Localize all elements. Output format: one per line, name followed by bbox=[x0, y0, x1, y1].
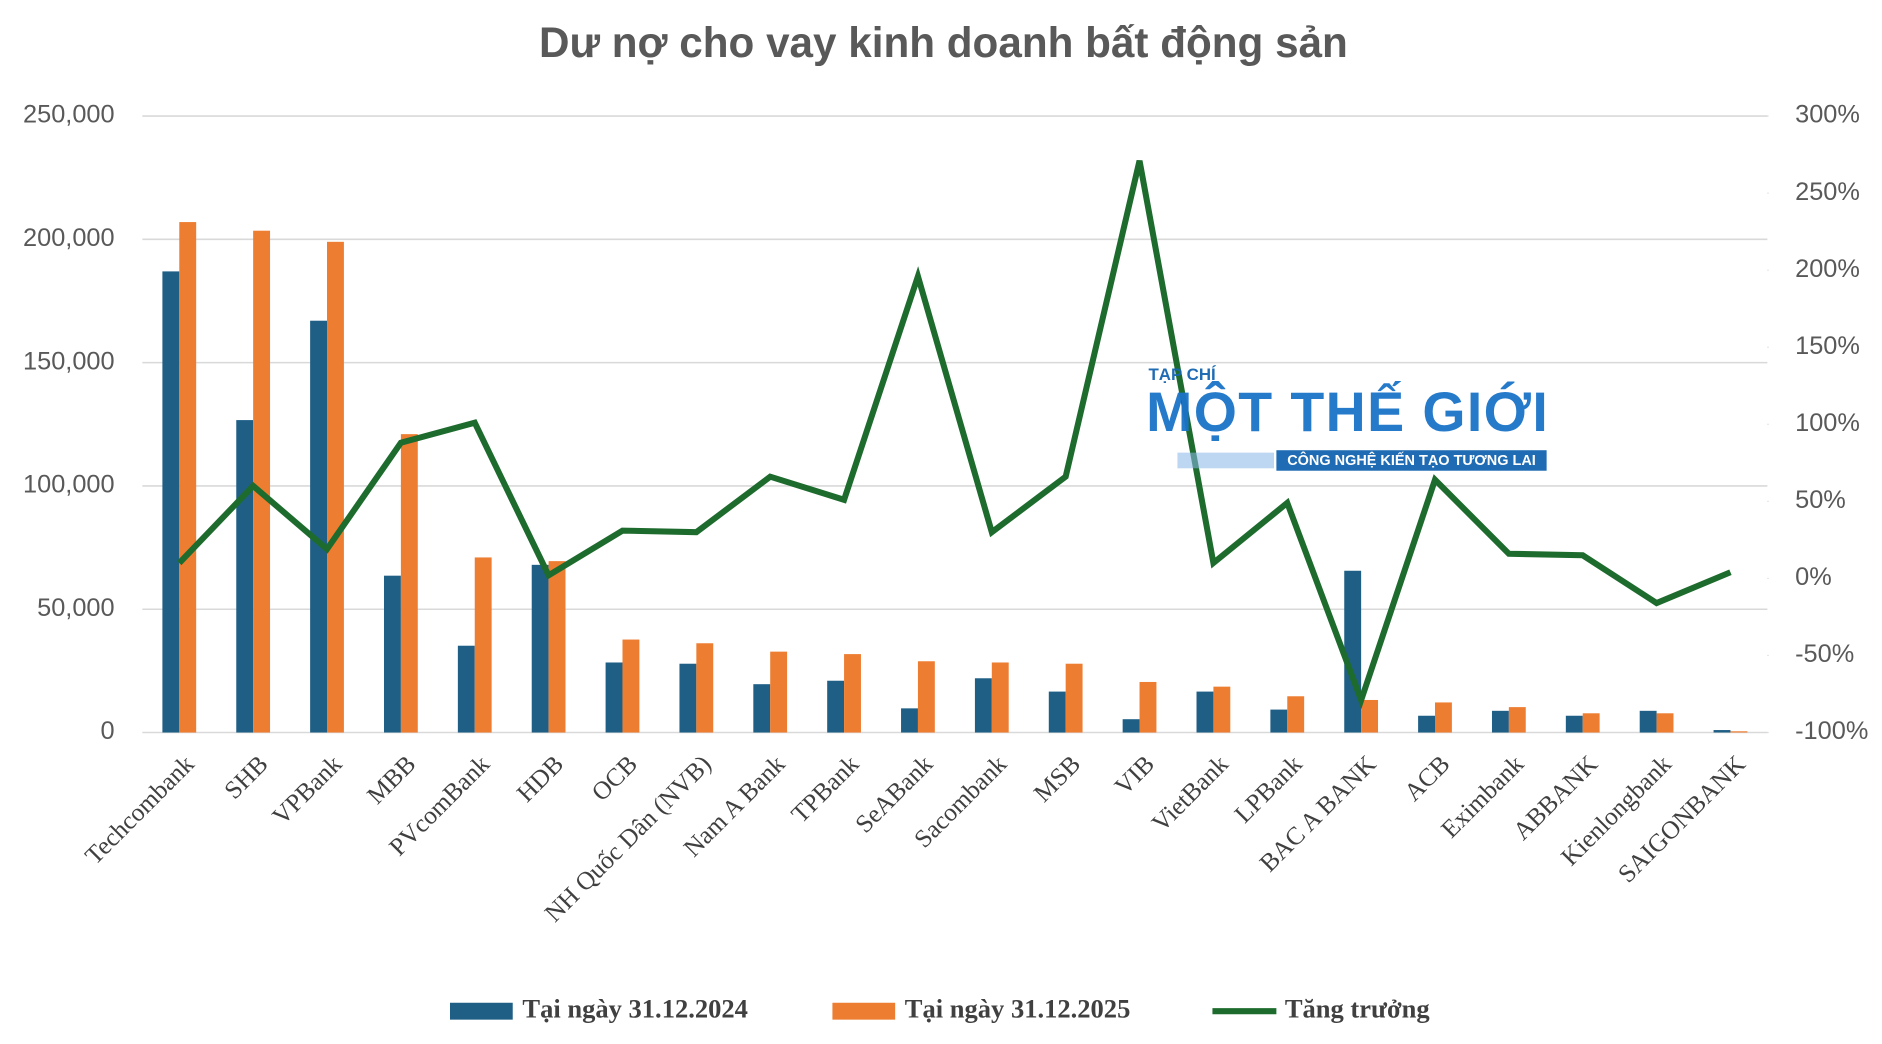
bar bbox=[1713, 730, 1731, 733]
bar bbox=[844, 654, 861, 733]
watermark: TẠP CHÍ MỘT THẾ GIỚI CÔNG NGHỆ KIẾN TẠO … bbox=[1146, 365, 1548, 471]
line-series bbox=[177, 160, 1732, 710]
y-tick-label: 100,000 bbox=[23, 471, 115, 499]
legend: Tại ngày 31.12.2024 Tại ngày 31.12.2025 Tă… bbox=[449, 993, 1430, 1023]
grid: 0 50,000 100,000 150,000 200,000 250,000 -100%… bbox=[23, 101, 1868, 745]
bar bbox=[179, 222, 197, 733]
bar bbox=[917, 661, 935, 733]
bar bbox=[1656, 713, 1674, 733]
watermark-small: TẠP CHÍ bbox=[1149, 365, 1218, 384]
bar bbox=[1508, 707, 1526, 733]
y2-tick-label: 0% bbox=[1795, 563, 1832, 591]
x-tick-label: MBB bbox=[362, 750, 422, 810]
bar bbox=[162, 271, 180, 733]
bar bbox=[901, 708, 918, 733]
bar bbox=[622, 639, 640, 733]
bar bbox=[1344, 570, 1362, 733]
y2-tick-label: 50% bbox=[1795, 486, 1846, 514]
legend-label: Tại ngày 31.12.2024 bbox=[522, 993, 748, 1023]
y2-tick-label: 150% bbox=[1795, 332, 1860, 360]
bar bbox=[1287, 696, 1305, 733]
bar bbox=[605, 662, 623, 733]
bar bbox=[1122, 719, 1140, 733]
x-tick-label: OCB bbox=[586, 750, 643, 807]
y-tick-label: 150,000 bbox=[23, 347, 115, 375]
watermark-dots bbox=[1177, 452, 1274, 469]
x-tick-label: VietBank bbox=[1146, 750, 1234, 838]
bar bbox=[1491, 710, 1509, 733]
y2-tick-label: 300% bbox=[1795, 101, 1860, 129]
x-tick-label: ACB bbox=[1399, 750, 1456, 807]
bar bbox=[1270, 709, 1288, 733]
x-tick-label: HDB bbox=[511, 750, 569, 808]
bar bbox=[400, 434, 418, 733]
y2-tick-label: -100% bbox=[1795, 717, 1868, 745]
bar bbox=[253, 230, 271, 733]
bar bbox=[474, 557, 492, 733]
y2-tick-label: 250% bbox=[1795, 178, 1860, 206]
bar bbox=[383, 575, 401, 733]
bar bbox=[548, 561, 566, 733]
bar bbox=[1730, 731, 1748, 733]
y-tick-label: 50,000 bbox=[37, 594, 114, 622]
bar bbox=[1418, 715, 1435, 733]
y-tick-label: 250,000 bbox=[23, 101, 115, 129]
bar bbox=[1065, 663, 1083, 733]
bar bbox=[457, 645, 475, 733]
legend-label: Tăng trưởng bbox=[1285, 993, 1430, 1023]
x-tick-label: VPBank bbox=[267, 750, 348, 831]
y2-tick-label: -50% bbox=[1795, 640, 1854, 668]
legend-label: Tại ngày 31.12.2025 bbox=[905, 993, 1131, 1023]
y2-tick-label: 200% bbox=[1795, 255, 1860, 283]
bar bbox=[827, 680, 845, 733]
bar bbox=[770, 651, 788, 733]
bar bbox=[1213, 686, 1231, 733]
bar bbox=[1565, 715, 1583, 733]
bar bbox=[1582, 713, 1600, 733]
bar bbox=[327, 241, 344, 733]
bar bbox=[1196, 691, 1214, 733]
chart-title: Dư nợ cho vay kinh doanh bất động sản bbox=[539, 19, 1348, 66]
bar bbox=[531, 564, 549, 733]
watermark-tagline: CÔNG NGHỆ KIẾN TẠO TƯƠNG LAI bbox=[1287, 451, 1536, 469]
bar bbox=[753, 684, 771, 733]
bar bbox=[974, 678, 992, 733]
bar bbox=[236, 420, 254, 733]
y-tick-label: 0 bbox=[101, 717, 115, 745]
watermark-main: MỘT THẾ GIỚI bbox=[1146, 381, 1548, 443]
bar bbox=[1361, 699, 1379, 733]
x-tick-label: VIB bbox=[1109, 750, 1160, 801]
bar bbox=[1139, 681, 1157, 733]
bar bbox=[696, 643, 714, 733]
x-tick-label: MSB bbox=[1028, 750, 1086, 808]
bar bbox=[1048, 691, 1066, 733]
x-tick-label: SHB bbox=[219, 750, 274, 805]
y2-tick-label: 100% bbox=[1795, 409, 1860, 437]
bar bbox=[310, 320, 328, 733]
bar bbox=[1639, 710, 1657, 733]
x-tick-label: SAIGONBANK bbox=[1613, 750, 1752, 889]
x-tick-label: Techcombank bbox=[80, 750, 200, 870]
legend-swatch bbox=[449, 1002, 513, 1020]
watermark-band bbox=[1276, 450, 1547, 471]
y-tick-label: 200,000 bbox=[23, 224, 115, 252]
bar bbox=[679, 663, 697, 733]
bar bbox=[991, 662, 1009, 733]
legend-swatch bbox=[832, 1002, 896, 1020]
bar bbox=[1434, 702, 1452, 733]
